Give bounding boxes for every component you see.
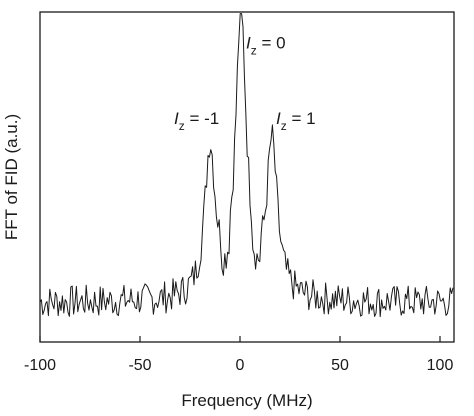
x-tick-label: 0 — [236, 357, 245, 374]
x-tick-label: -100 — [24, 357, 56, 374]
peak-annotation: Iz = -1 — [174, 109, 219, 133]
x-axis-label: Frequency (MHz) — [181, 391, 312, 410]
peak-annotations: Iz = -1 Iz = 0 Iz = 1 — [174, 33, 316, 133]
y-axis-label: FFT of FID (a.u.) — [2, 114, 21, 240]
x-tick-label: 100 — [427, 357, 454, 374]
x-tick-label: -50 — [128, 357, 151, 374]
spectrum-line — [39, 13, 454, 318]
plot-frame — [39, 11, 455, 343]
peak-annotation: Iz = 1 — [276, 109, 316, 133]
peak-annotation: Iz = 0 — [246, 33, 286, 57]
x-axis-tick-labels: -100 -50 0 50 100 — [24, 357, 453, 374]
x-tick-label: 50 — [331, 357, 349, 374]
x-axis-ticks — [39, 336, 441, 342]
